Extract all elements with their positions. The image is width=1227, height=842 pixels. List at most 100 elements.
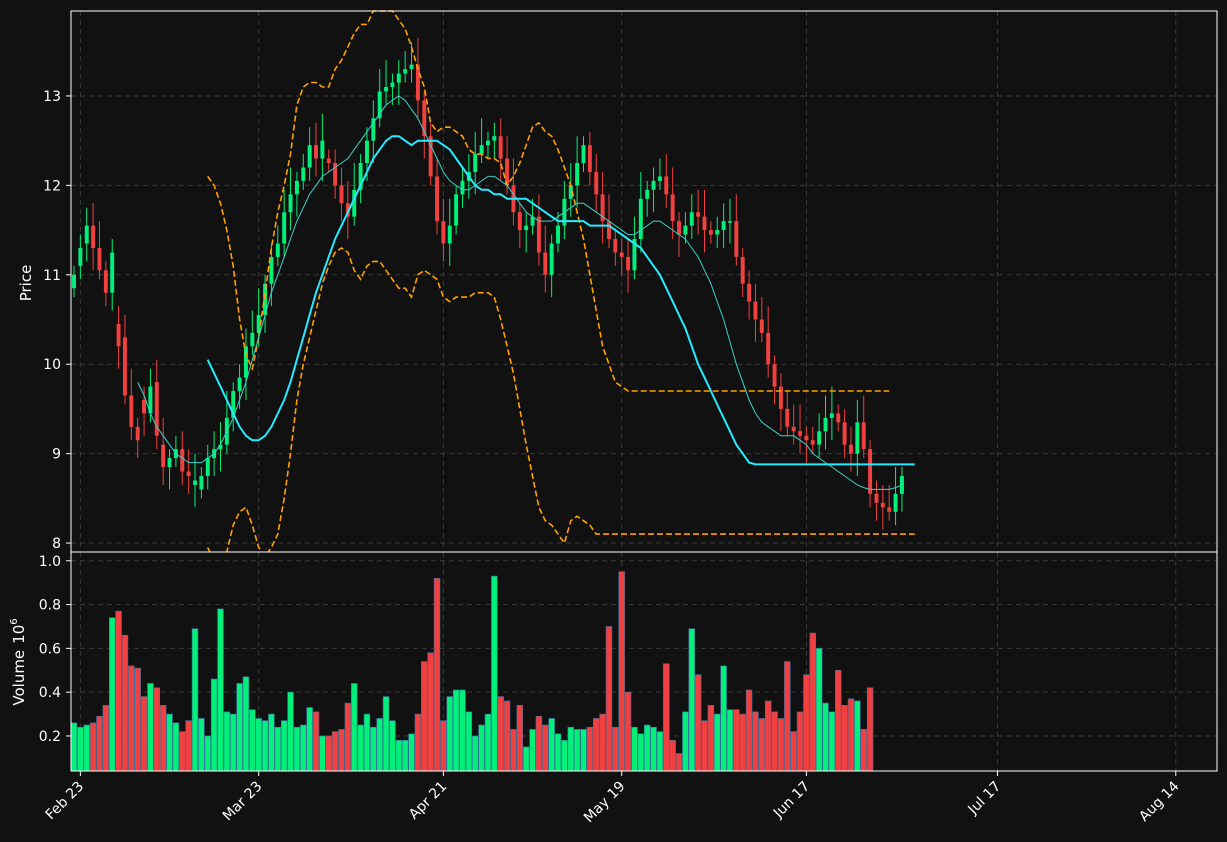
candle-body	[403, 69, 408, 74]
volume-bar	[108, 617, 116, 772]
candle-body	[167, 458, 172, 468]
volume-bar	[204, 735, 211, 772]
volume-bar	[593, 718, 600, 772]
candle-body	[422, 100, 427, 137]
candle-body	[294, 180, 299, 195]
candle-body	[218, 444, 223, 450]
candle-body	[899, 475, 904, 494]
volume-bar	[344, 702, 352, 772]
volume-bar	[758, 718, 766, 772]
volume-bar	[599, 713, 606, 772]
candle-body	[129, 395, 134, 427]
candle-body	[84, 225, 89, 244]
candle-body	[581, 145, 586, 164]
candle-body	[696, 212, 701, 217]
volume-bar	[293, 726, 301, 772]
candle-body	[772, 364, 777, 387]
slow-moving-average	[206, 135, 915, 466]
candle-body	[148, 386, 153, 414]
candle-body	[263, 283, 268, 316]
candle-body	[142, 399, 147, 414]
volume-tick-label: 0.6	[39, 641, 61, 657]
volume-bar	[612, 726, 619, 772]
candle-body	[205, 458, 210, 476]
candle-body	[415, 64, 420, 101]
candle-body	[594, 171, 599, 195]
volume-bar	[427, 652, 434, 772]
volume-bar	[236, 683, 243, 772]
volume-bar	[739, 713, 746, 772]
candle-body	[785, 408, 790, 427]
candle-body	[880, 502, 885, 508]
volume-bar	[210, 678, 218, 772]
volume-bar	[274, 726, 282, 772]
candle-body	[677, 221, 682, 235]
candle-body	[606, 221, 611, 240]
volume-bar	[325, 735, 332, 772]
candle-body	[301, 167, 306, 181]
volume-bar	[777, 718, 785, 772]
candle-body	[256, 315, 261, 333]
volume-bars	[70, 571, 874, 772]
candle-body	[282, 212, 287, 244]
candle-body	[868, 449, 873, 494]
volume-bar	[408, 733, 415, 772]
volume-bar	[803, 674, 810, 772]
volume-bar	[522, 746, 530, 772]
candle-body	[97, 247, 102, 271]
volume-tick-label: 0.4	[39, 685, 61, 701]
volume-bar	[605, 626, 613, 772]
volume-bar	[77, 726, 84, 772]
candle-body	[575, 163, 580, 186]
price-axis-label: Price	[17, 265, 35, 302]
candle-body	[708, 230, 713, 235]
volume-bar	[287, 691, 294, 772]
volume-bar	[306, 707, 313, 772]
volume-bar	[790, 731, 797, 772]
volume-bar	[312, 711, 320, 772]
candle-body	[135, 426, 140, 441]
volume-bar	[771, 711, 778, 772]
price-tick-label: 9	[52, 447, 61, 463]
volume-bar	[516, 704, 524, 772]
candle-body	[288, 194, 293, 213]
volume-bar	[637, 733, 645, 772]
volume-bar	[96, 715, 103, 772]
candle-body	[384, 87, 389, 92]
candle-body	[689, 212, 694, 226]
candle-body	[485, 140, 490, 146]
price-tick-label: 12	[43, 178, 61, 194]
candle-body	[333, 163, 338, 186]
fast-moving-average	[137, 95, 903, 490]
volume-bar	[440, 720, 447, 772]
volume-bar	[370, 726, 377, 772]
candle-body	[836, 413, 841, 423]
candle-body	[269, 256, 274, 284]
candle-body	[645, 189, 650, 199]
volume-panel: 0.2 0.4 0.6 0.8 1.0	[39, 551, 1218, 772]
volume-bar	[421, 661, 428, 772]
candle-body	[180, 449, 185, 472]
volume-bar	[561, 740, 568, 772]
volume-bar	[694, 674, 702, 772]
volume-bar	[503, 700, 511, 772]
candle-body	[358, 163, 363, 190]
candle-body	[549, 243, 554, 275]
candle-body	[715, 230, 720, 235]
candle-body	[517, 212, 522, 231]
candle-body	[632, 239, 637, 271]
candle-body	[855, 422, 860, 454]
volume-bar	[567, 726, 574, 772]
candle-body	[874, 493, 879, 503]
volume-bar	[675, 753, 683, 772]
volume-bar	[847, 698, 855, 772]
volume-bar	[822, 702, 829, 772]
candle-body	[804, 435, 809, 441]
candle-body	[664, 176, 669, 195]
candles	[72, 37, 904, 530]
candle-body	[842, 422, 847, 445]
candle-body	[702, 216, 707, 231]
volume-bar	[185, 720, 192, 772]
volume-bar	[401, 740, 409, 772]
candle-body	[91, 225, 96, 248]
